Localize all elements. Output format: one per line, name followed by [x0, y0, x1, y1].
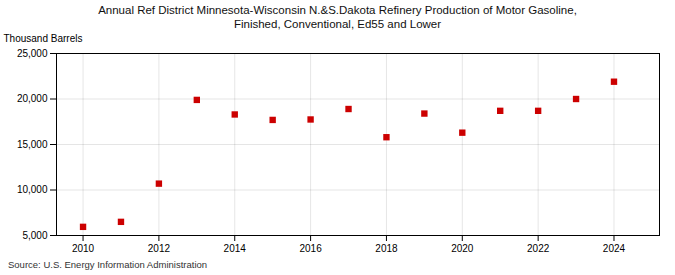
- svg-text:2018: 2018: [375, 243, 398, 254]
- html-text:Finished, Conventional, Ed55 a: Finished, Conventional, Ed55 and Lower: [233, 18, 442, 30]
- svg-text:2024: 2024: [603, 243, 626, 254]
- svg-text:20,000: 20,000: [17, 93, 48, 104]
- svg-text:2014: 2014: [224, 243, 247, 254]
- svg-text:25,000: 25,000: [17, 48, 48, 59]
- svg-text:2012: 2012: [148, 243, 171, 254]
- svg-text:15,000: 15,000: [17, 139, 48, 150]
- svg-text:5,000: 5,000: [22, 230, 47, 241]
- svg-text:10,000: 10,000: [17, 184, 48, 195]
- html-text:Annual Ref District Minnesota-: Annual Ref District Minnesota-Wisconsin …: [98, 4, 577, 16]
- svg-text:2010: 2010: [72, 243, 95, 254]
- svg-text:2016: 2016: [299, 243, 322, 254]
- html-text:Source: U.S. Energy Informatio: Source: U.S. Energy Information Administ…: [8, 259, 208, 270]
- svg-text:Thousand Barrels: Thousand Barrels: [4, 33, 83, 44]
- svg-text:2022: 2022: [527, 243, 550, 254]
- svg-text:2020: 2020: [451, 243, 474, 254]
